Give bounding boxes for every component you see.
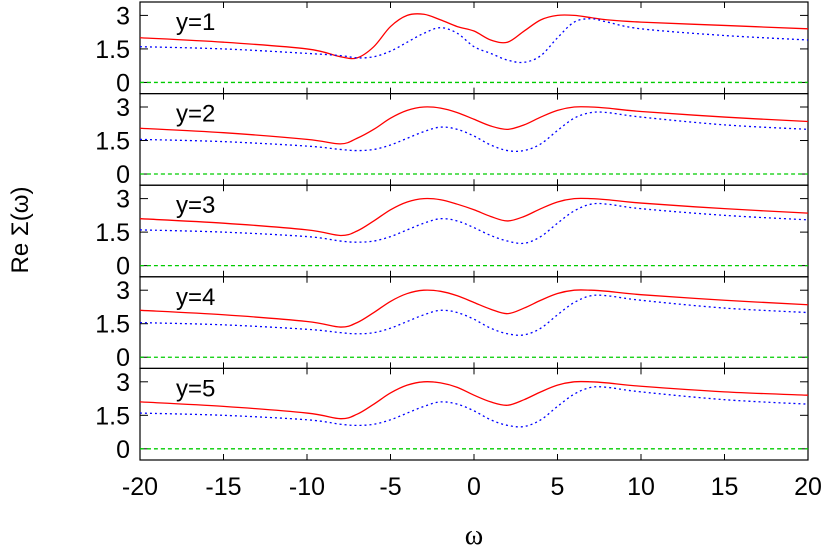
x-tick-label: -15 xyxy=(205,473,241,501)
x-tick-label: 15 xyxy=(711,473,739,501)
x-tick-label: -20 xyxy=(122,473,158,501)
series-line-1 xyxy=(139,106,809,145)
panel-1: 0 1.5 3 y=1 xyxy=(95,1,809,97)
panel-label: y=2 xyxy=(176,101,215,128)
panels-layer: 0 1.5 3 y=1 0 1.5 3 y=2 0 1.5 3 y=3 0 1.5 3 y=4 0 1.5 3 y=5 xyxy=(95,1,809,464)
panel-frame xyxy=(139,367,809,461)
panel-3: 0 1.5 3 y=3 xyxy=(95,184,809,281)
panel-frame xyxy=(139,276,809,369)
panel-label: y=1 xyxy=(176,9,215,36)
y-tick-label: 0 xyxy=(116,436,130,464)
series-line-2 xyxy=(139,202,809,245)
panel-frame xyxy=(139,92,809,186)
x-tick-label: 20 xyxy=(794,473,822,501)
series-line-2 xyxy=(139,386,809,428)
panel-5: 0 1.5 3 y=5 xyxy=(95,367,809,464)
y-tick-label: 1.5 xyxy=(95,36,130,64)
series-line-1 xyxy=(139,13,809,60)
x-tick-label: 5 xyxy=(551,473,565,501)
series-line-2 xyxy=(139,294,809,336)
series-line-2 xyxy=(139,18,809,64)
y-tick-label: 3 xyxy=(116,2,130,30)
series-line-2 xyxy=(139,111,809,152)
series-line-1 xyxy=(139,289,809,328)
panel-label: y=4 xyxy=(176,284,215,311)
panel-label: y=3 xyxy=(176,192,215,219)
y-tick-label: 0 xyxy=(116,69,130,97)
y-tick-label: 0 xyxy=(116,161,130,189)
y-tick-label: 1.5 xyxy=(95,402,130,430)
y-tick-label: 0 xyxy=(116,253,130,281)
x-tick-label: -5 xyxy=(379,473,401,501)
panel-label: y=5 xyxy=(176,375,215,402)
y-tick-label: 1.5 xyxy=(95,311,130,339)
panel-frame xyxy=(139,184,809,278)
panel-4: 0 1.5 3 y=4 xyxy=(95,276,809,372)
y-tick-label: 3 xyxy=(116,94,130,122)
y-tick-label: 1.5 xyxy=(95,128,130,156)
y-tick-label: 3 xyxy=(116,186,130,214)
y-tick-label: 0 xyxy=(116,344,130,372)
series-line-1 xyxy=(139,380,809,420)
x-axis-title: ω xyxy=(465,520,483,551)
y-tick-label: 1.5 xyxy=(95,219,130,247)
series-line-1 xyxy=(139,197,809,237)
panel-frame xyxy=(139,1,809,95)
panel-2: 0 1.5 3 y=2 xyxy=(95,92,809,189)
y-tick-label: 3 xyxy=(116,369,130,397)
x-axis: -20 -15 -10 -5 0 5 10 15 20 xyxy=(122,473,822,501)
x-tick-label: -10 xyxy=(289,473,325,501)
x-tick-label: 10 xyxy=(627,473,655,501)
y-tick-label: 3 xyxy=(116,277,130,305)
x-tick-label: 0 xyxy=(467,473,481,501)
y-axis-title: Re Σ(ω) xyxy=(7,187,34,274)
